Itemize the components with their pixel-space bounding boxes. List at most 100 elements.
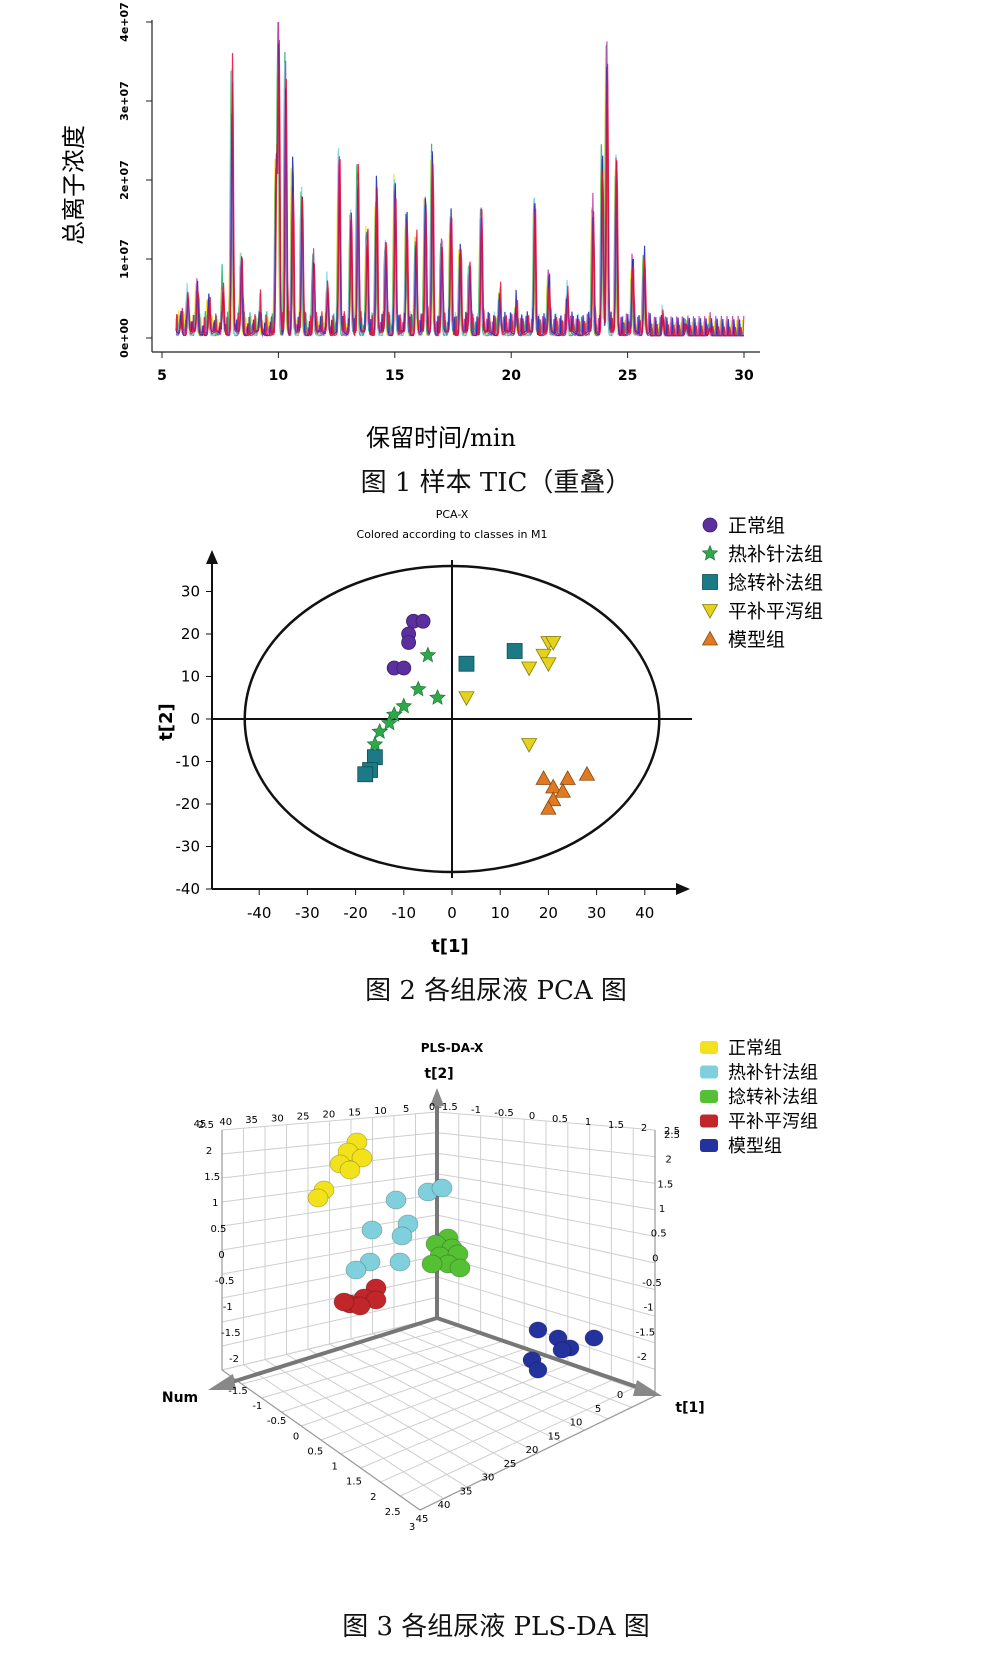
top-tick-label: -1 bbox=[471, 1105, 481, 1116]
num-axis-line bbox=[231, 1316, 438, 1384]
y-tick-label: 0 bbox=[190, 710, 200, 728]
x-tick-label: 5 bbox=[157, 368, 167, 384]
pca-point bbox=[458, 655, 475, 672]
top-tick-label: 5 bbox=[403, 1104, 409, 1115]
grid-line bbox=[320, 1356, 547, 1441]
y-tick-label: 3e+07 bbox=[118, 81, 131, 121]
t1-tick-label: 10 bbox=[570, 1418, 583, 1429]
y-tick-label: 0e+00 bbox=[118, 318, 131, 358]
top-tick-label: 0.5 bbox=[552, 1114, 568, 1125]
y-tick-label: 20 bbox=[181, 625, 200, 643]
legend-swatch bbox=[700, 1114, 718, 1128]
legend-label: 捻转补法组 bbox=[728, 1087, 818, 1108]
pca-point bbox=[506, 643, 523, 659]
grid-line bbox=[415, 1322, 632, 1408]
num-tick-label: 2.5 bbox=[385, 1507, 401, 1518]
figure-2: PCA-X Colored according to classes in M1… bbox=[0, 500, 992, 1010]
x-tick-label: 15 bbox=[385, 368, 404, 384]
x-tick-label: 40 bbox=[635, 904, 654, 922]
legend-swatch bbox=[700, 1090, 718, 1103]
pca-point bbox=[357, 766, 374, 783]
x-tick-label: -20 bbox=[343, 904, 368, 922]
left-tick-label: 1.5 bbox=[204, 1172, 220, 1183]
grid-line bbox=[372, 1333, 585, 1431]
num-tick-label: 2 bbox=[370, 1492, 376, 1503]
left-tick-label: 0 bbox=[218, 1250, 224, 1261]
pca-point bbox=[458, 691, 475, 707]
tic-y-axis-label: 总离子浓度 bbox=[60, 125, 88, 245]
num-axis-arrow bbox=[208, 1374, 236, 1390]
pca-point bbox=[520, 661, 538, 677]
num-tick-label: -0.5 bbox=[267, 1416, 287, 1427]
grid-line bbox=[436, 1132, 656, 1158]
t1-tick-label: 35 bbox=[460, 1486, 473, 1497]
right-tick-label: 1.5 bbox=[657, 1179, 673, 1190]
top-tick-label: -0.5 bbox=[494, 1108, 514, 1119]
grid-line bbox=[221, 1132, 438, 1155]
top-tick-label: 35 bbox=[245, 1115, 258, 1126]
top-tick-label: 40 bbox=[219, 1117, 232, 1128]
chart-title: PCA-X bbox=[436, 508, 469, 521]
pca-point bbox=[371, 723, 389, 739]
right-tick-label: 0 bbox=[652, 1253, 658, 1264]
t1-tick-label: 20 bbox=[526, 1445, 539, 1456]
figure-3: PLS-DA-X t[2] t[1] Num 45 40 35 30 25 20 15 10 5 0 -1… bbox=[0, 1030, 992, 1656]
pca-point bbox=[409, 680, 427, 697]
chart-title: PLS-DA-X bbox=[421, 1041, 484, 1055]
t1-tick-label: 0 bbox=[617, 1390, 623, 1401]
x-tick-label: 30 bbox=[587, 904, 606, 922]
pca-point bbox=[415, 613, 431, 629]
t1-axis-arrow bbox=[633, 1380, 662, 1396]
plsda-point bbox=[307, 1188, 329, 1208]
right-tick-label: -0.5 bbox=[642, 1278, 662, 1289]
legend-marker bbox=[701, 630, 719, 646]
pca-point bbox=[366, 735, 384, 752]
y-tick-label: -20 bbox=[176, 795, 201, 813]
y-tick-label: 10 bbox=[181, 668, 200, 686]
left-tick-label: 0.5 bbox=[210, 1224, 226, 1235]
left-tick-label: -2 bbox=[229, 1354, 239, 1365]
grid-line bbox=[393, 1327, 609, 1420]
legend-label: 热补针法组 bbox=[728, 1063, 818, 1084]
legend-label: 捻转补法组 bbox=[728, 572, 823, 594]
legend-marker bbox=[701, 604, 719, 619]
left-tick-label: -1.5 bbox=[221, 1328, 241, 1339]
grid-line bbox=[436, 1111, 656, 1131]
y-axis-arrow bbox=[206, 550, 218, 564]
x-tick-label: -40 bbox=[247, 904, 272, 922]
num-tick-label: 1 bbox=[331, 1462, 337, 1473]
x-axis-title: 保留时间/min bbox=[366, 424, 516, 452]
pca-point bbox=[545, 636, 562, 651]
pca-point bbox=[540, 799, 557, 815]
y-tick-label: -40 bbox=[176, 880, 201, 898]
x-tick-label: 25 bbox=[618, 368, 637, 384]
plsda-point bbox=[391, 1226, 413, 1246]
legend-label: 正常组 bbox=[728, 515, 785, 537]
right-tick-label: 0.5 bbox=[651, 1229, 667, 1240]
legend-marker bbox=[702, 574, 718, 590]
x-tick-label: -10 bbox=[392, 904, 417, 922]
grid-line bbox=[350, 1338, 562, 1443]
plsda-point bbox=[584, 1329, 604, 1347]
x-tick-label: 30 bbox=[734, 368, 754, 384]
t1-tick-label: 40 bbox=[438, 1500, 451, 1511]
pca-point bbox=[396, 660, 412, 676]
legend-label: 平补平泻组 bbox=[728, 1112, 818, 1133]
t1-tick-label: 5 bbox=[595, 1404, 601, 1415]
x-tick-label: 20 bbox=[501, 368, 521, 384]
pca-point bbox=[535, 770, 552, 785]
pca-point bbox=[559, 770, 576, 785]
left-tick-label: 1 bbox=[212, 1198, 218, 1209]
grid-line bbox=[380, 1379, 612, 1483]
y-tick-label: 2e+07 bbox=[118, 160, 131, 200]
left-tick-label: -0.5 bbox=[215, 1276, 235, 1287]
top-tick-label: 20 bbox=[323, 1110, 336, 1121]
left-tick-label: 2 bbox=[206, 1146, 212, 1157]
plsda-point bbox=[333, 1292, 355, 1312]
t1-tick-label: 45 bbox=[416, 1514, 429, 1525]
right-tick-label: -1 bbox=[644, 1303, 654, 1314]
figure-2-caption: 图 2 各组尿液 PCA 图 bbox=[365, 976, 627, 1006]
top-tick-label: 2.5 bbox=[664, 1126, 680, 1137]
